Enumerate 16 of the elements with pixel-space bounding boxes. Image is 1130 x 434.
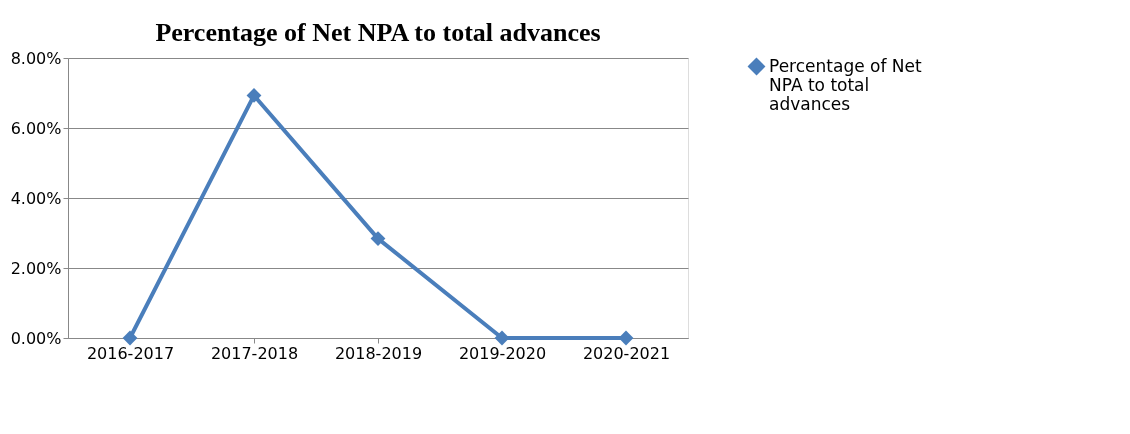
y-tick-label: 4.00% bbox=[10, 188, 62, 208]
y-tick-label: 8.00% bbox=[10, 48, 62, 68]
y-tick-label: 0.00% bbox=[10, 328, 62, 348]
point bbox=[122, 330, 138, 346]
x-tick-label: 2017-2018 bbox=[210, 343, 299, 363]
point bbox=[370, 231, 386, 247]
chart-title: Percentage of Net NPA to total advances bbox=[155, 18, 601, 47]
legend-label: Percentage of Net NPA to total advances bbox=[769, 55, 922, 114]
x-tick-label: 2016-2017 bbox=[86, 343, 175, 363]
x-tick-label: 2020-2021 bbox=[582, 343, 671, 363]
point bbox=[494, 330, 510, 346]
y-tick-label: 2.00% bbox=[10, 258, 62, 278]
x-tick-label: 2018-2019 bbox=[334, 343, 423, 363]
y-tick-label: 6.00% bbox=[10, 118, 62, 138]
x-tick-label: 2019-2020 bbox=[458, 343, 547, 363]
point bbox=[618, 330, 634, 346]
